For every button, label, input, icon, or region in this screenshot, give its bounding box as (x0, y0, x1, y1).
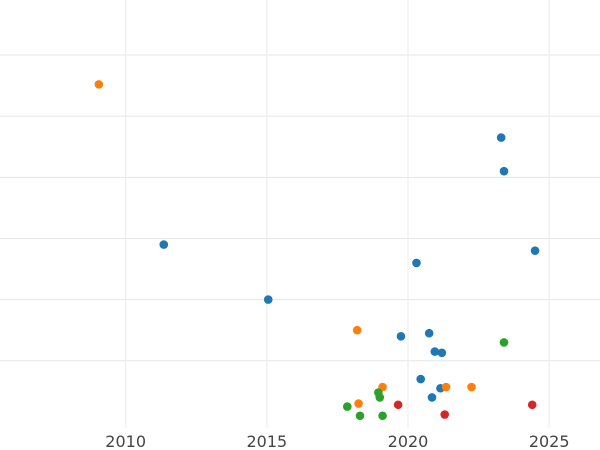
x-tick-label: 2025 (529, 432, 570, 450)
data-points (94, 80, 540, 421)
data-point-green (355, 411, 365, 421)
data-point-green (342, 402, 352, 411)
data-point-red (527, 400, 537, 410)
data-point-green (375, 393, 385, 402)
data-point-blue (530, 246, 540, 255)
data-point-blue (496, 133, 506, 142)
grid (0, 0, 600, 428)
data-point-orange (467, 382, 476, 392)
data-point-blue (424, 328, 434, 338)
data-point-blue (159, 240, 169, 249)
data-point-blue (499, 166, 509, 176)
data-point-green (499, 338, 509, 347)
data-point-blue (396, 331, 406, 341)
data-point-blue (437, 348, 447, 358)
data-point-orange (352, 325, 362, 335)
data-point-orange (94, 80, 104, 89)
x-tick-label: 2020 (388, 432, 429, 450)
data-point-blue (416, 374, 426, 384)
x-tick-label: 2015 (246, 432, 287, 450)
data-point-orange (441, 382, 451, 392)
data-point-blue (412, 258, 421, 268)
x-axis-ticks: 2010 2015 2020 2025 (105, 432, 569, 450)
x-tick-label: 2010 (105, 432, 146, 450)
data-point-orange (354, 399, 363, 408)
data-point-blue (430, 347, 440, 356)
data-point-blue (263, 295, 273, 304)
data-point-red (440, 410, 450, 419)
data-point-blue (427, 393, 437, 402)
data-point-green (378, 411, 387, 421)
data-point-red (393, 400, 403, 410)
